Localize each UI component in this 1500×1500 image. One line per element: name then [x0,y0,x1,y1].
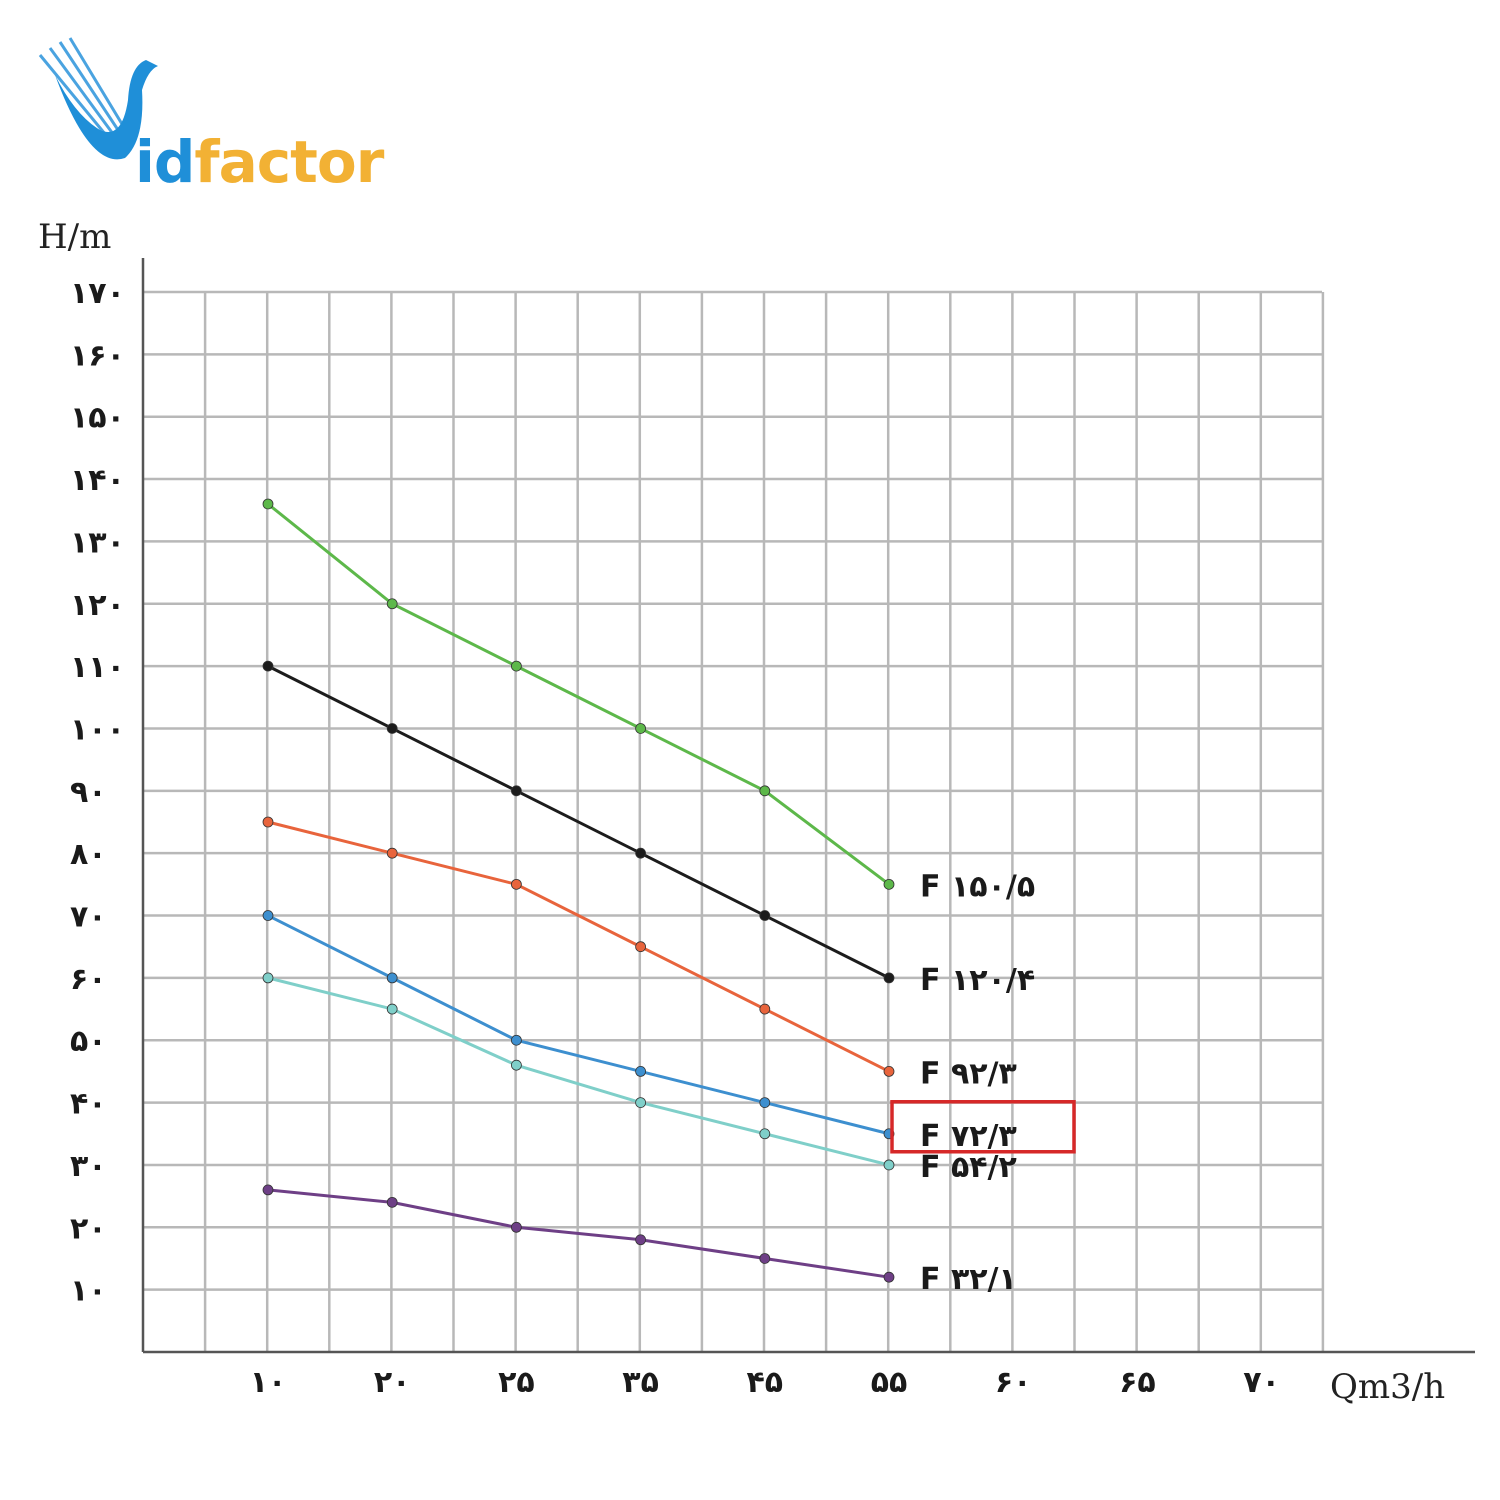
data-point [883,1271,895,1283]
y-tick-label: ۳۰ [70,1149,107,1184]
x-tick-label: ۲۰ [374,1365,411,1400]
series-line [267,914,890,1136]
series-line [267,820,890,1073]
chart-labels: F ۱۵۰/۵ F ۱۲۰/۴ F ۹۲/۳ F ۷۲/۳F ۵۴/۲ F ۳۲/۱ [890,869,1076,1297]
y-tick-label: ۵۰ [70,1024,107,1059]
data-point [511,660,522,672]
y-tick-label: ۱۰ [70,1274,107,1309]
data-point [386,1196,398,1208]
y-tick-label: ۷۰ [70,900,107,935]
data-point [635,723,646,734]
series-line [267,1188,890,1279]
y-tick-label: ۸۰ [70,837,107,872]
logo-bird-icon [38,37,158,160]
x-tick-label: ۶۵ [1119,1365,1156,1400]
series-label: F ۹۲/۳ [920,1056,1017,1091]
y-tick-label: ۲۰ [70,1211,107,1246]
series-label: F ۳۲/۱ [920,1262,1017,1297]
data-point [262,972,274,984]
x-tick-label: ۷۰ [1243,1365,1280,1400]
data-point [386,598,398,610]
series-line [267,976,890,1167]
vidfactor-logo: idfactor [30,30,390,196]
data-point [386,972,398,984]
y-tick-label: ۹۰ [70,775,107,810]
series-label: F ۵۴/۲ [920,1150,1017,1185]
x-tick-label: ۲۵ [498,1365,535,1400]
data-point [759,1128,771,1140]
series-label: F ۱۵۰/۵ [920,869,1035,904]
data-point [759,910,771,921]
y-tick-label: ۱۳۰ [70,525,125,560]
data-point [386,847,398,859]
data-point [511,1059,522,1071]
series-line [267,664,890,980]
y-tick-label: ۱۶۰ [70,338,125,373]
x-tick-label: ۳۵ [622,1365,659,1400]
data-point [883,972,895,984]
data-point [759,1253,771,1264]
data-point [635,1097,646,1108]
data-point [635,1066,646,1077]
data-point [262,498,274,510]
x-tick-label: ۶۰ [995,1365,1032,1400]
data-point [759,1003,771,1015]
y-tick-label: ۶۰ [70,962,107,997]
y-axis-title: H/m [38,217,111,257]
logo-wordmark: idfactor [135,128,384,196]
logo-wordmark-factor: factor [194,128,384,196]
x-axis-title: Qm3/h [1330,1367,1445,1407]
data-point [262,910,274,921]
data-point [635,847,646,859]
series-label: F ۷۲/۳ [920,1119,1017,1154]
data-point [635,1234,646,1246]
chart-series [262,498,895,1283]
series-label: F ۱۲۰/۴ [920,963,1035,998]
highlight-box [890,1100,1076,1154]
data-point [883,1066,895,1077]
data-point [759,785,771,797]
data-point [511,785,522,797]
data-point [262,816,274,828]
data-point [262,660,274,672]
data-point [511,1034,522,1046]
series-line [267,502,890,886]
x-tick-label: ۱۰ [250,1365,287,1400]
data-point [511,1221,522,1233]
chart-grid [143,290,1325,1352]
data-point [262,1184,274,1196]
data-point [386,1003,398,1015]
chart-axes: H/m Qm3/h ۱۰ ۲۰ ۳۰ ۴۰ ۵۰ ۶۰ ۷۰ ۸۰ ۹۰ ۱۰۰ ۱۱۰ ۱۲۰ ۱۳۰ ۱۴… [38,217,1475,1407]
data-point [386,723,398,734]
y-tick-label: ۱۵۰ [70,401,125,436]
y-tick-label: ۱۰۰ [70,712,125,747]
y-tick-label: ۱۱۰ [70,650,125,685]
x-tick-label: ۵۵ [871,1365,908,1400]
data-point [883,1159,895,1171]
y-tick-label: ۱۷۰ [70,276,125,311]
data-point [759,1097,771,1108]
data-point [511,878,522,890]
y-tick-label: ۴۰ [70,1087,107,1122]
y-tick-label: ۱۲۰ [70,588,125,623]
y-tick-label: ۱۴۰ [70,463,125,498]
data-point [883,878,895,890]
data-point [635,941,646,953]
logo-wordmark-id: id [135,128,195,196]
x-tick-label: ۴۵ [746,1365,783,1400]
